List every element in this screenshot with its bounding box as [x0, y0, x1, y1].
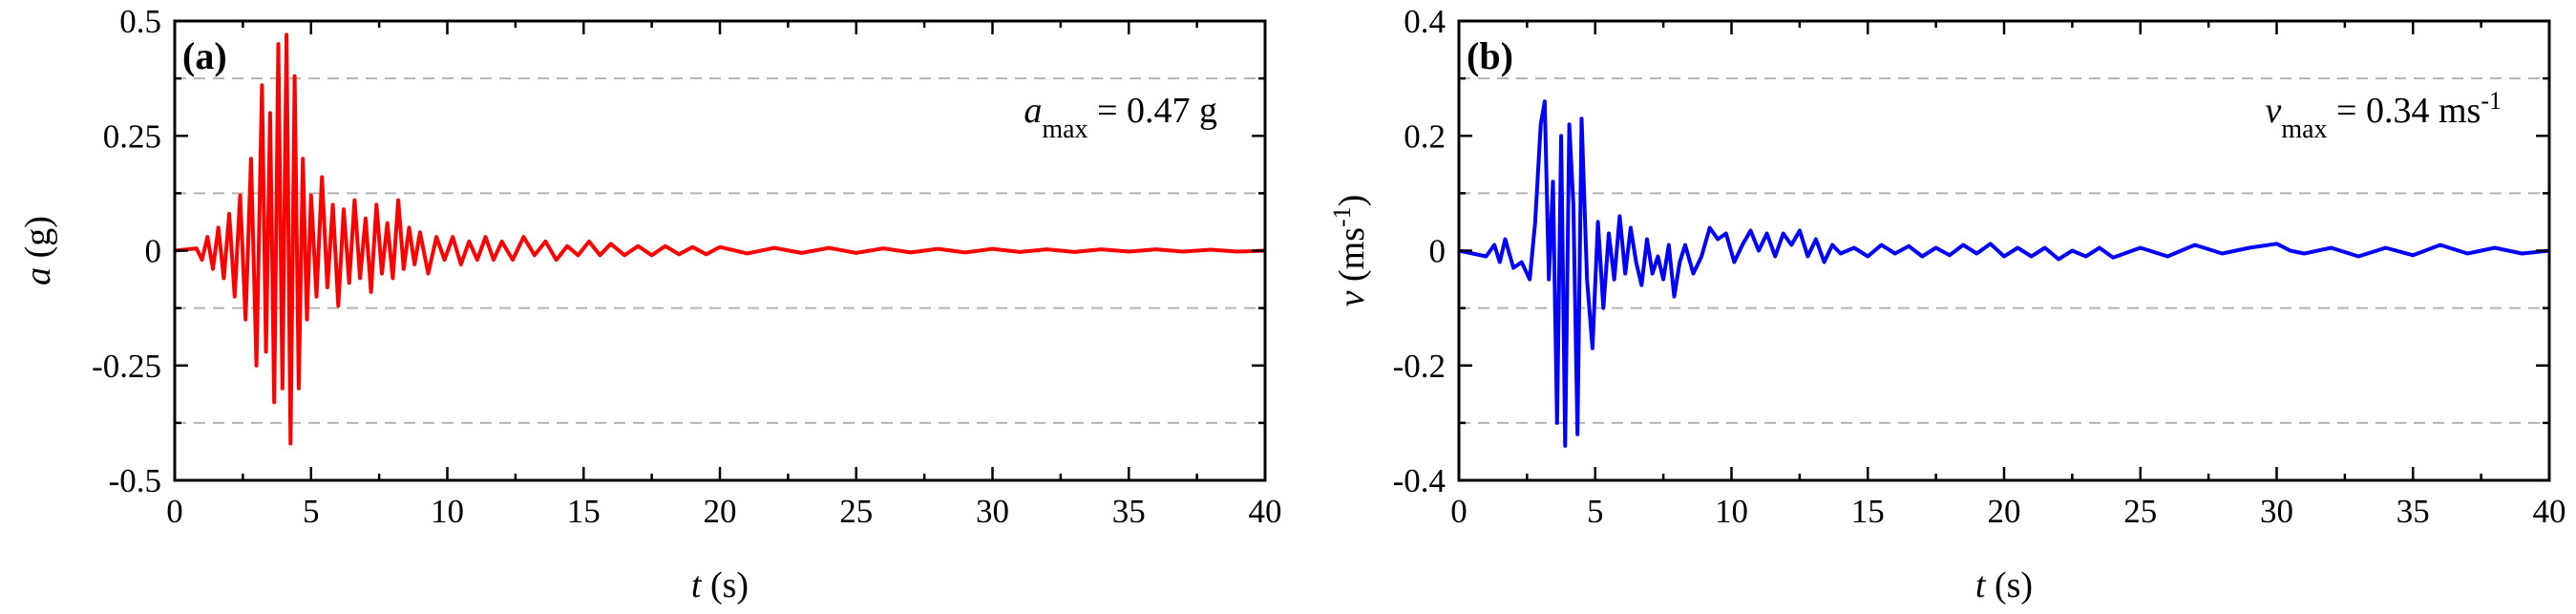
y-tick-label: 0.5 — [119, 3, 161, 40]
x-axis-label: t (s) — [691, 565, 749, 605]
y-tick-label: 0 — [1429, 233, 1446, 270]
panel-tag: (a) — [182, 34, 227, 77]
series-line — [1458, 99, 2550, 448]
y-tick-label: -0.4 — [1393, 462, 1446, 499]
panel-a: 0 5 10 15 20 25 30 35 40 0.5 0.25 0 -0.25 -0.5 t (s) a … — [18, 3, 1282, 605]
panel-tag: (b) — [1467, 34, 1513, 77]
x-tick-label: 35 — [1112, 493, 1146, 530]
x-tick-label: 15 — [1851, 493, 1885, 530]
x-tick-label: 10 — [431, 493, 464, 530]
x-tick-label: 30 — [976, 493, 1009, 530]
x-tick-label: 20 — [1988, 493, 2021, 530]
x-axis-label: t (s) — [1975, 565, 2033, 605]
y-tick-label: -0.5 — [109, 462, 161, 499]
x-tick-label: 35 — [2397, 493, 2430, 530]
x-tick-label: 0 — [166, 493, 183, 530]
x-tick-label: 20 — [704, 493, 737, 530]
max-annotation: vmax = 0.34 ms-1 — [2265, 87, 2502, 144]
x-tick-label: 30 — [2260, 493, 2293, 530]
y-axis-label: v (ms-1) — [1328, 195, 1373, 307]
x-tick-label: 0 — [1450, 493, 1467, 530]
series-line — [174, 32, 1266, 446]
x-tick-label: 10 — [1715, 493, 1748, 530]
x-tick-label: 5 — [303, 493, 320, 530]
y-tick-label: 0.25 — [103, 117, 161, 155]
max-annotation: amax = 0.47 g — [1024, 91, 1217, 144]
y-tick-label: -0.25 — [92, 348, 161, 385]
x-tick-label: 40 — [2533, 493, 2566, 530]
x-tick-label: 5 — [1587, 493, 1604, 530]
x-tick-label: 25 — [839, 493, 873, 530]
x-tick-label: 15 — [567, 493, 601, 530]
y-axis-label: a (g) — [18, 216, 58, 286]
y-tick-label: 0 — [145, 233, 162, 270]
y-tick-label: 0.2 — [1404, 117, 1446, 155]
x-tick-label: 25 — [2123, 493, 2157, 530]
x-tick-label: 40 — [1249, 493, 1282, 530]
y-tick-label: 0.4 — [1404, 3, 1446, 40]
y-tick-label: -0.2 — [1393, 348, 1446, 385]
panel-b: 0 5 10 15 20 25 30 35 40 0.4 0.2 0 -0.2 -0.4 t (s) v (m… — [1328, 3, 2566, 605]
